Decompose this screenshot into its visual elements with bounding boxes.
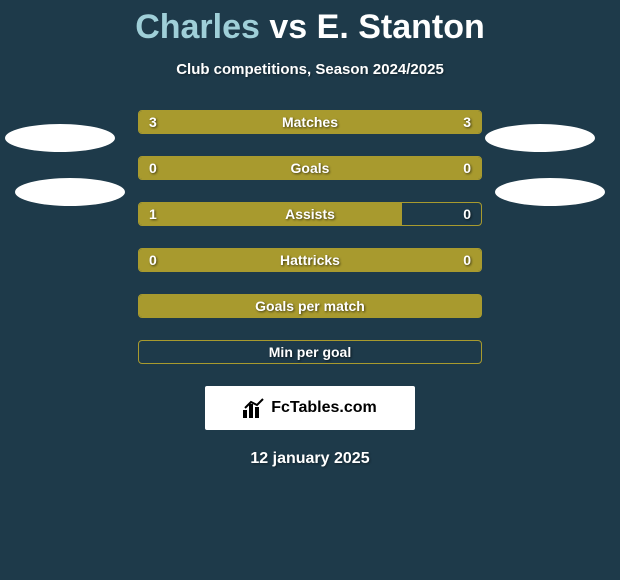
stat-label: Goals per match [255, 298, 365, 314]
stat-value-right: 0 [463, 160, 471, 176]
stat-fill-left [139, 157, 310, 179]
decorative-oval [5, 124, 115, 152]
stat-row: 0 0 Hattricks [138, 248, 482, 272]
player1-name: Charles [135, 8, 260, 46]
stat-label: Assists [285, 206, 335, 222]
fctables-logo-text: FcTables.com [271, 399, 377, 417]
player2-name: E. Stanton [317, 8, 485, 46]
decorative-oval [15, 178, 125, 206]
stat-label: Min per goal [269, 344, 351, 360]
stat-value-left: 0 [149, 160, 157, 176]
stat-label: Matches [282, 114, 338, 130]
stat-fill-left [139, 203, 402, 225]
date-text: 12 january 2025 [0, 450, 620, 468]
stat-value-left: 0 [149, 252, 157, 268]
stat-row: 0 0 Goals [138, 156, 482, 180]
comparison-title: Charles vs E. Stanton [0, 0, 620, 47]
stat-value-left: 1 [149, 206, 157, 222]
fctables-logo-badge: FcTables.com [205, 386, 415, 430]
stat-row: Goals per match [138, 294, 482, 318]
decorative-oval [485, 124, 595, 152]
subtitle: Club competitions, Season 2024/2025 [0, 61, 620, 78]
stat-value-left: 3 [149, 114, 157, 130]
decorative-oval [495, 178, 605, 206]
stat-fill-right [310, 157, 481, 179]
stat-label: Hattricks [280, 252, 340, 268]
stat-value-right: 3 [463, 114, 471, 130]
vs-text: vs [269, 8, 307, 46]
stat-row: 3 3 Matches [138, 110, 482, 134]
stat-value-right: 0 [463, 206, 471, 222]
stat-value-right: 0 [463, 252, 471, 268]
stat-row: Min per goal [138, 340, 482, 364]
stat-row: 1 0 Assists [138, 202, 482, 226]
stat-label: Goals [291, 160, 330, 176]
chart-icon [243, 398, 265, 418]
